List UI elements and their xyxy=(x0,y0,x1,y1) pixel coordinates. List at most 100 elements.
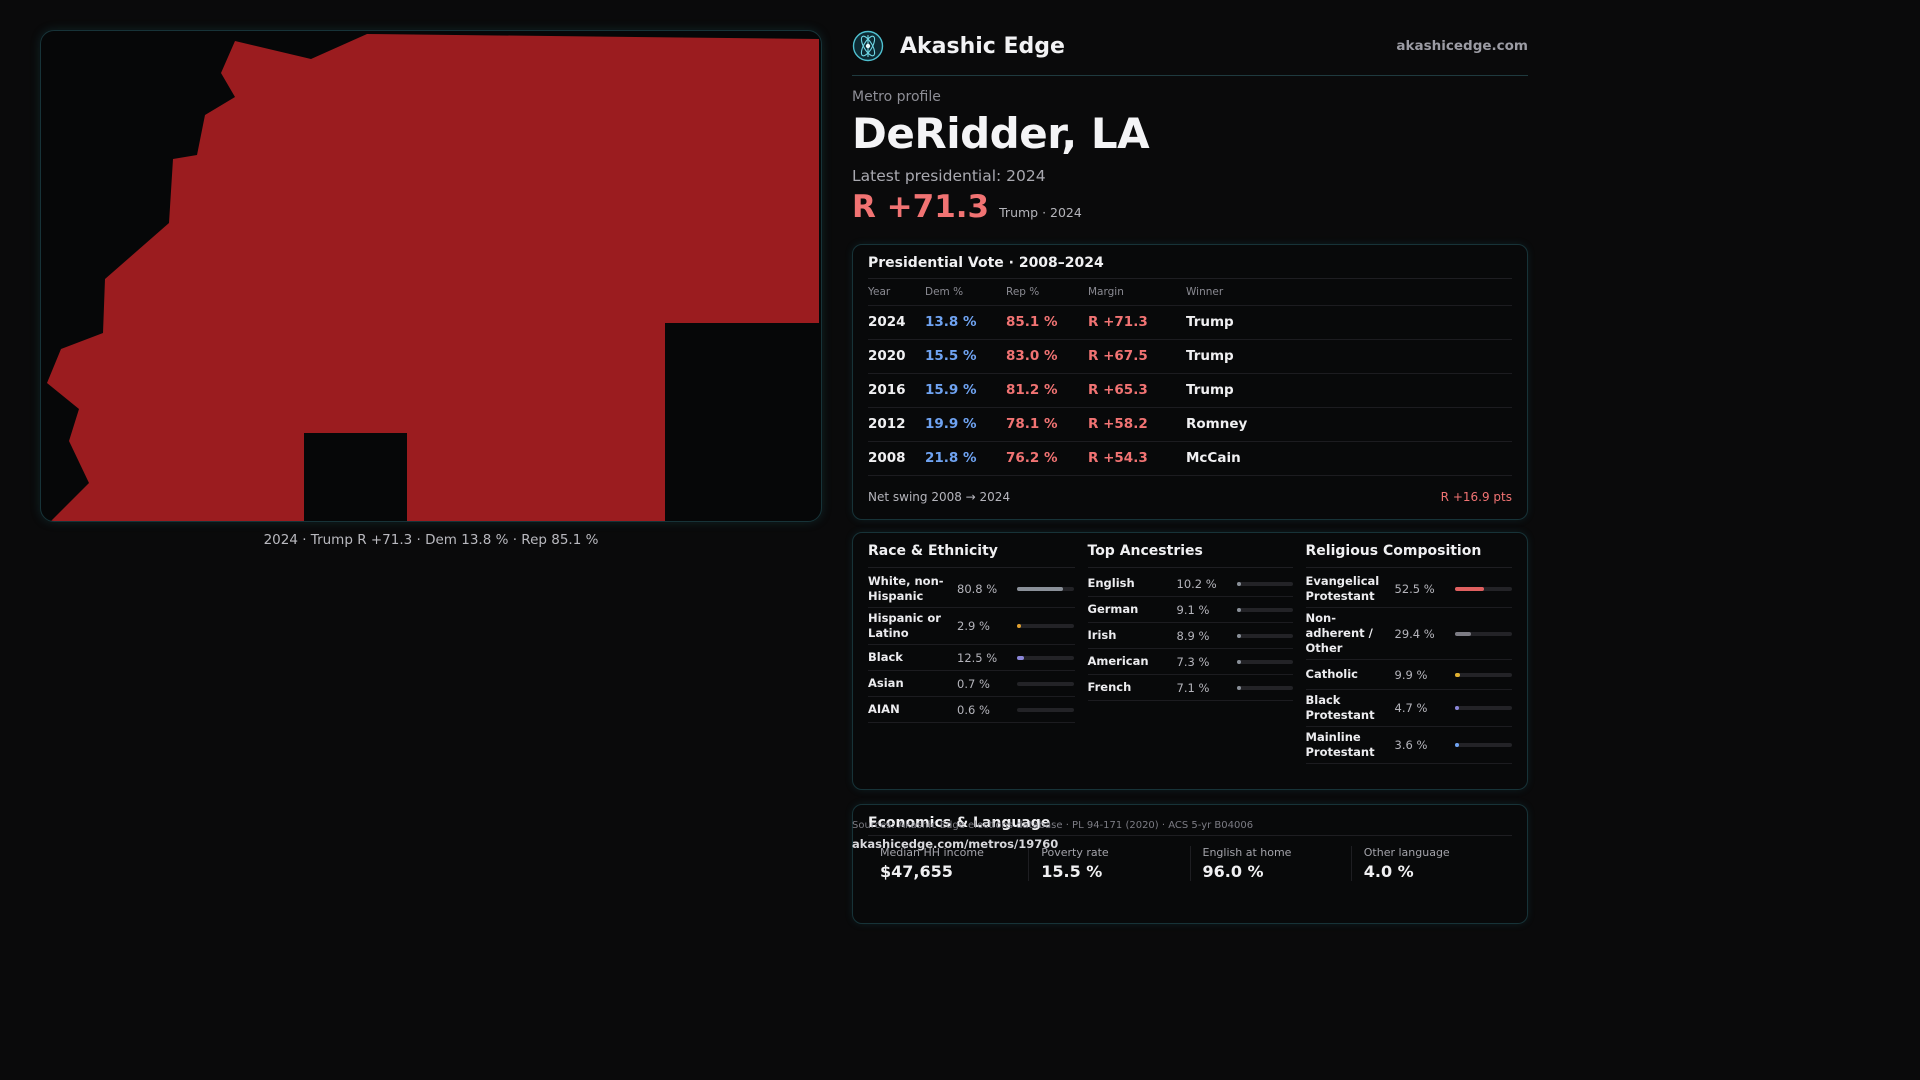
divider xyxy=(868,567,1075,568)
permalink[interactable]: akashicedge.com/metros/19760 xyxy=(852,837,1059,851)
ancestry-row: American 7.3 % xyxy=(1087,649,1293,675)
cell-year: 2020 xyxy=(868,339,925,374)
atom-logo-icon[interactable] xyxy=(852,30,884,62)
column-header-dem: Dem % xyxy=(925,279,1006,306)
religion-bar-fill xyxy=(1454,743,1459,747)
ancestry-title: Top Ancestries xyxy=(1087,543,1203,559)
stat-label: Poverty rate xyxy=(1041,846,1109,859)
metro-shape[interactable] xyxy=(47,34,819,522)
religion-row: Evangelical Protestant 52.5 % xyxy=(1305,571,1512,608)
sources-note: Sources: Akashic Edge elections database… xyxy=(852,820,1254,831)
religion-bar-fill xyxy=(1454,672,1461,677)
metro-map[interactable] xyxy=(40,30,822,522)
net-swing-value: R +16.9 pts xyxy=(1440,489,1512,504)
race-bar xyxy=(1017,707,1074,712)
divider xyxy=(868,835,1512,836)
stat-value: $47,655 xyxy=(880,862,953,881)
cell-dem: 19.9 % xyxy=(925,407,1006,442)
cell-rep: 81.2 % xyxy=(1006,373,1088,408)
table-row: 2016 15.9 % 81.2 % R +65.3 Trump xyxy=(868,373,1512,408)
profile-label: Metro profile xyxy=(852,89,941,105)
profile-panel: Akashic Edge akashicedge.com Metro profi… xyxy=(852,30,1528,924)
brand-url-link[interactable]: akashicedge.com xyxy=(1396,38,1528,54)
religion-bar xyxy=(1454,672,1512,677)
ancestry-value: 8.9 % xyxy=(1176,628,1210,643)
metro-map-svg xyxy=(47,34,819,522)
net-swing-row: Net swing 2008 → 2024 R +16.9 pts xyxy=(868,490,1512,504)
religion-value: 29.4 % xyxy=(1394,626,1435,641)
ancestry-value: 9.1 % xyxy=(1176,602,1210,617)
religion-label: Catholic xyxy=(1305,667,1359,681)
ancestry-section: Top Ancestries English 10.2 % German 9.1 % I… xyxy=(1087,543,1293,789)
vote-table: Year Dem % Rep % Margin Winner 2024 13.8… xyxy=(868,279,1512,476)
cell-rep: 83.0 % xyxy=(1006,339,1088,374)
religion-bar-fill xyxy=(1454,706,1459,710)
ancestry-list: English 10.2 % German 9.1 % Irish 8.9 % Americ… xyxy=(1087,571,1293,701)
religion-row: Mainline Protestant 3.6 % xyxy=(1305,727,1512,764)
ancestry-row: Irish 8.9 % xyxy=(1087,623,1293,649)
religion-label: Evangelical Protestant xyxy=(1305,574,1380,603)
race-value: 2.9 % xyxy=(957,619,990,633)
race-list: White, non-Hispanic 80.8 % Hispanic or Lat… xyxy=(868,571,1075,723)
religion-value: 3.6 % xyxy=(1394,738,1428,752)
stat-label: Other language xyxy=(1363,846,1450,859)
religion-value: 52.5 % xyxy=(1394,582,1435,596)
ancestry-row: German 9.1 % xyxy=(1087,597,1293,623)
stat-cell: English at home 96.0 % xyxy=(1189,846,1351,881)
cell-dem: 13.8 % xyxy=(925,305,1006,340)
vote-card-title: Presidential Vote · 2008–2024 xyxy=(868,255,1104,271)
race-label: Asian xyxy=(868,676,904,690)
vote-table-header: Year Dem % Rep % Margin Winner xyxy=(868,279,1512,306)
stat-cell: Other language 4.0 % xyxy=(1350,846,1512,881)
cell-year: 2012 xyxy=(868,407,925,442)
race-value: 12.5 % xyxy=(957,650,998,665)
cell-winner: Trump xyxy=(1186,305,1512,340)
race-label: AIAN xyxy=(868,702,900,716)
religion-value: 4.7 % xyxy=(1394,701,1428,715)
religion-bar xyxy=(1454,587,1512,591)
religion-value: 9.9 % xyxy=(1394,667,1428,682)
race-bar-fill xyxy=(1017,655,1025,660)
ancestry-row: English 10.2 % xyxy=(1087,571,1293,597)
ancestry-bar-fill xyxy=(1236,607,1241,612)
header-divider xyxy=(852,75,1528,76)
net-swing-label: Net swing 2008 → 2024 xyxy=(868,489,1011,504)
table-row: 2012 19.9 % 78.1 % R +58.2 Romney xyxy=(868,407,1512,442)
race-row: Hispanic or Latino 2.9 % xyxy=(868,608,1075,645)
race-bar-fill xyxy=(1017,624,1021,628)
race-label: White, non-Hispanic xyxy=(868,574,944,603)
cell-year: 2024 xyxy=(868,305,925,340)
religion-bar xyxy=(1454,743,1512,747)
ancestry-bar xyxy=(1236,633,1293,638)
race-row: AIAN 0.6 % xyxy=(868,697,1075,723)
ancestry-label: American xyxy=(1087,654,1149,668)
cell-year: 2016 xyxy=(868,373,925,408)
ancestry-bar-fill xyxy=(1236,633,1241,638)
column-header-margin: Margin xyxy=(1088,279,1186,306)
brand-name[interactable]: Akashic Edge xyxy=(900,33,1065,59)
race-bar xyxy=(1017,587,1074,591)
religion-bar xyxy=(1454,631,1512,636)
race-label: Black xyxy=(868,650,903,664)
cell-margin: R +54.3 xyxy=(1088,441,1186,476)
religion-bar-fill xyxy=(1454,587,1485,591)
column-header-rep: Rep % xyxy=(1006,279,1088,306)
ancestry-label: German xyxy=(1087,602,1139,616)
race-row: Black 12.5 % xyxy=(868,645,1075,671)
religion-bar xyxy=(1454,706,1512,710)
stat-label: Median HH income xyxy=(880,846,984,859)
cell-rep: 76.2 % xyxy=(1006,441,1088,476)
economics-card: Economics & Language Median HH income $4… xyxy=(852,804,1528,924)
race-label: Hispanic or Latino xyxy=(868,611,941,640)
ancestry-value: 7.3 % xyxy=(1176,654,1210,669)
religion-row: Catholic 9.9 % xyxy=(1305,660,1512,690)
stat-label: English at home xyxy=(1202,846,1292,859)
ancestry-label: English xyxy=(1087,576,1135,590)
cell-winner: Romney xyxy=(1186,407,1512,442)
religion-label: Non-adherent / Other xyxy=(1305,611,1373,655)
cell-dem: 21.8 % xyxy=(925,441,1006,476)
stat-value: 15.5 % xyxy=(1041,862,1103,881)
divider xyxy=(1305,567,1512,568)
cell-margin: R +71.3 xyxy=(1088,305,1186,340)
brand-header: Akashic Edge akashicedge.com xyxy=(852,30,1528,62)
